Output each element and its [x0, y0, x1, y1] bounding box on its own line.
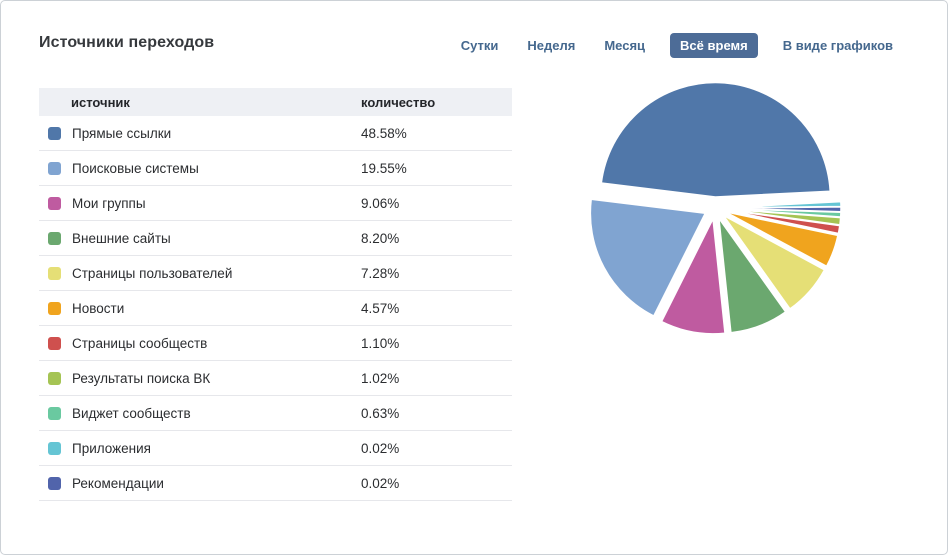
source-percent: 9.06%: [361, 195, 400, 211]
table-row: Прямые ссылки 48.58%: [39, 116, 512, 151]
source-percent: 0.02%: [361, 475, 400, 491]
pie-slice-search-engines[interactable]: [589, 198, 707, 317]
legend-color-swatch: [48, 196, 61, 210]
source-label: Рекомендации: [72, 475, 164, 491]
source-percent: 19.55%: [361, 160, 407, 176]
source-percent: 1.10%: [361, 335, 400, 351]
pie-slice-community-pages[interactable]: [725, 209, 841, 235]
source-percent: 8.20%: [361, 230, 400, 246]
table-row: Мои группы 9.06%: [39, 186, 512, 221]
col-header-source: источник: [71, 94, 130, 110]
pie-slice-news[interactable]: [724, 211, 839, 268]
source-label: Внешние сайты: [72, 230, 171, 246]
table-row: Страницы пользователей 7.28%: [39, 256, 512, 291]
table-row: Рекомендации 0.02%: [39, 466, 512, 501]
source-label: Новости: [72, 300, 125, 316]
table-row: Поисковые системы 19.55%: [39, 151, 512, 186]
legend-color-swatch: [48, 371, 61, 385]
source-percent: 0.02%: [361, 440, 400, 456]
source-label: Страницы пользователей: [72, 265, 233, 281]
legend-color-swatch: [48, 336, 61, 350]
source-percent: 1.02%: [361, 370, 400, 386]
legend-color-swatch: [48, 126, 61, 140]
source-percent: 0.63%: [361, 405, 400, 421]
sources-table: источник количество Прямые ссылки 48.58%…: [39, 88, 512, 501]
source-percent: 7.28%: [361, 265, 400, 281]
source-label: Прямые ссылки: [72, 125, 172, 141]
table-row: Результаты поиска ВК 1.02%: [39, 361, 512, 396]
legend-color-swatch: [48, 406, 61, 420]
legend-color-swatch: [48, 301, 61, 315]
tab-as-graphs[interactable]: В виде графиков: [782, 38, 893, 53]
source-label: Мои группы: [72, 195, 146, 211]
legend-color-swatch: [48, 266, 61, 280]
source-label: Приложения: [72, 440, 151, 456]
table-row: Внешние сайты 8.20%: [39, 221, 512, 256]
legend-color-swatch: [48, 161, 61, 175]
pie-slice-user-pages[interactable]: [722, 214, 826, 310]
source-label: Виджет сообществ: [72, 405, 191, 421]
table-header: источник количество: [39, 88, 512, 116]
page-title: Источники переходов: [39, 34, 215, 51]
source-percent: 48.58%: [361, 125, 407, 141]
source-label: Результаты поиска ВК: [72, 370, 211, 386]
tab-all-time[interactable]: Всё время: [670, 33, 758, 58]
tab-week[interactable]: Неделя: [527, 38, 576, 53]
pie-chart: [589, 81, 842, 335]
pie-slice-direct-links[interactable]: [600, 81, 831, 198]
table-row: Приложения 0.02%: [39, 431, 512, 466]
table-row: Страницы сообществ 1.10%: [39, 326, 512, 361]
source-label: Страницы сообществ: [72, 335, 208, 351]
table-body: Прямые ссылки 48.58% Поисковые системы 1…: [39, 116, 512, 501]
table-row: Новости 4.57%: [39, 291, 512, 326]
period-tabs: Сутки Неделя Месяц Всё время В виде графиков: [461, 32, 893, 59]
table-row: Виджет сообществ 0.63%: [39, 396, 512, 431]
legend-color-swatch: [48, 476, 61, 490]
col-header-count: количество: [361, 94, 436, 110]
pie-slice-external-sites[interactable]: [718, 217, 787, 334]
source-percent: 4.57%: [361, 300, 400, 316]
pie-slice-my-groups[interactable]: [660, 218, 726, 335]
legend-color-swatch: [48, 441, 61, 455]
legend-color-swatch: [48, 231, 61, 245]
source-label: Поисковые системы: [72, 160, 199, 176]
tab-day[interactable]: Сутки: [460, 38, 499, 53]
tab-month[interactable]: Месяц: [604, 38, 646, 53]
